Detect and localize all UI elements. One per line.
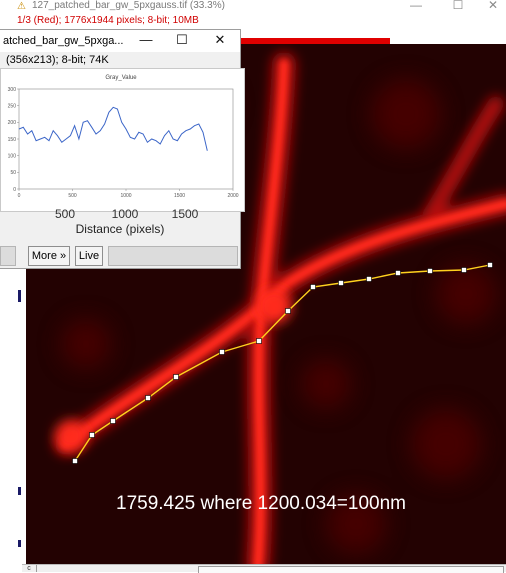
minimize-button[interactable]: — [410, 0, 422, 12]
imagej-app-icon: ⚠ [17, 1, 26, 12]
y-tick-label: 0 [13, 187, 16, 193]
close-button[interactable]: ✕ [487, 0, 499, 12]
plot-window: atched_bar_gw_5pxga... — ☐ ✕ (356x213); … [0, 29, 245, 269]
channel-indicator-bar [240, 38, 390, 44]
x-tick-label: 1000 [120, 193, 131, 199]
image-info-bar: 1/3 (Red); 1776x1944 pixels; 8-bit; 10MB [17, 15, 199, 26]
plot-window-title: atched_bar_gw_5pxga... [3, 35, 124, 47]
x-tick-label: 2000 [227, 193, 238, 199]
channel-slider-label: c [22, 565, 37, 572]
profile-chart: Gray_Value 0 50 100 150 200 250 300 0 500 1000 150… [8, 75, 239, 199]
maximize-button[interactable]: ☐ [452, 0, 464, 12]
x-axis-label: Distance (pixels) [75, 222, 165, 236]
y-tick-label: 100 [8, 153, 17, 159]
image-scrollbar[interactable]: c [22, 564, 506, 573]
plot-minimize-button[interactable]: — [139, 32, 153, 47]
image-window-titlebar[interactable]: ⚠ 127_patched_bar_gw_5pxgauss.tif (33.3%… [0, 0, 506, 14]
live-button[interactable]: Live [75, 246, 103, 266]
plot-button-row: More » Live [0, 246, 240, 268]
plot-maximize-button[interactable]: ☐ [176, 32, 188, 47]
gray-value-series-line [18, 106, 208, 151]
gutter-mark [18, 487, 21, 495]
big-x-tick: 500 [54, 207, 76, 221]
list-button-stub[interactable] [0, 246, 16, 266]
image-window-title: 127_patched_bar_gw_5pxgauss.tif (33.3%) [32, 0, 225, 11]
big-x-tick: 1000 [111, 207, 139, 221]
chart-title: Gray_Value [105, 75, 137, 81]
gutter-mark [18, 540, 21, 547]
y-tick-label: 250 [8, 103, 17, 109]
y-tick-label: 300 [8, 87, 17, 93]
y-tick-label: 50 [10, 170, 16, 176]
y-tick-label: 200 [8, 120, 17, 126]
plot-info: (356x213); 8-bit; 74K [6, 54, 109, 66]
x-tick-label: 500 [68, 193, 77, 199]
plot-window-titlebar[interactable]: atched_bar_gw_5pxga... — ☐ ✕ [0, 30, 240, 52]
x-tick-label: 0 [18, 193, 21, 199]
more-button[interactable]: More » [28, 246, 70, 266]
y-tick-label: 150 [8, 137, 17, 143]
big-x-ticks: 500 1000 1500 [0, 207, 240, 221]
scale-annotation: 1759.425 where 1200.034=100nm [116, 493, 406, 514]
x-tick-label: 1500 [174, 193, 185, 199]
gutter-mark [18, 290, 21, 302]
plot-close-button[interactable]: ✕ [214, 32, 226, 47]
plot-frame [18, 88, 234, 190]
plot-status-field [108, 246, 238, 266]
big-x-tick: 1500 [171, 207, 199, 221]
channel-slider-track[interactable] [198, 566, 504, 573]
profile-plot[interactable]: Gray_Value 0 50 100 150 200 250 300 0 500 1000 150… [0, 68, 245, 212]
